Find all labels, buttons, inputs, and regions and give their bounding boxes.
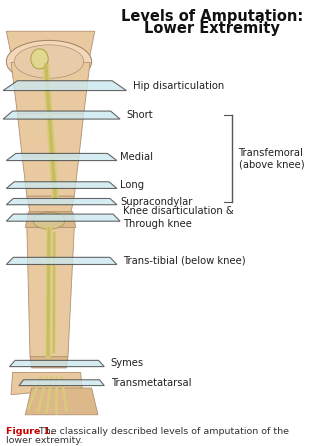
Polygon shape xyxy=(11,62,90,114)
Polygon shape xyxy=(6,214,120,221)
Text: Knee disarticulation &: Knee disarticulation & xyxy=(123,206,234,216)
Text: Long: Long xyxy=(120,180,144,190)
Text: Short: Short xyxy=(126,110,153,120)
Text: Transfemoral
(above knee): Transfemoral (above knee) xyxy=(239,148,304,169)
Ellipse shape xyxy=(6,41,92,83)
Polygon shape xyxy=(6,182,117,188)
Text: Supracondylar: Supracondylar xyxy=(120,197,192,206)
Ellipse shape xyxy=(14,45,84,78)
Polygon shape xyxy=(6,257,117,264)
Ellipse shape xyxy=(33,212,65,229)
Polygon shape xyxy=(3,81,126,91)
Text: Hip disarticulation: Hip disarticulation xyxy=(133,81,224,91)
Polygon shape xyxy=(9,360,104,367)
Polygon shape xyxy=(19,380,104,385)
Text: Symes: Symes xyxy=(111,359,144,368)
Text: Figure 1.: Figure 1. xyxy=(6,427,54,436)
Text: Medial: Medial xyxy=(120,152,153,162)
Text: lower extremity.: lower extremity. xyxy=(6,436,83,445)
Text: Trans-tibial (below knee): Trans-tibial (below knee) xyxy=(123,256,246,266)
Polygon shape xyxy=(27,227,74,357)
Polygon shape xyxy=(11,372,82,395)
Polygon shape xyxy=(25,212,76,227)
Polygon shape xyxy=(6,31,95,62)
Polygon shape xyxy=(17,114,84,156)
Text: The classically described levels of amputation of the: The classically described levels of ampu… xyxy=(36,427,289,436)
Polygon shape xyxy=(6,153,117,161)
Polygon shape xyxy=(22,156,79,196)
Text: Through knee: Through knee xyxy=(123,219,192,229)
Polygon shape xyxy=(25,388,98,415)
Text: Lower Extremity: Lower Extremity xyxy=(144,21,280,36)
Polygon shape xyxy=(30,357,68,368)
Text: Levels of Amputation:: Levels of Amputation: xyxy=(121,9,303,24)
Text: Transmetatarsal: Transmetatarsal xyxy=(111,378,191,388)
Polygon shape xyxy=(3,111,120,119)
Ellipse shape xyxy=(31,49,48,69)
Polygon shape xyxy=(27,196,74,212)
Polygon shape xyxy=(6,198,117,205)
